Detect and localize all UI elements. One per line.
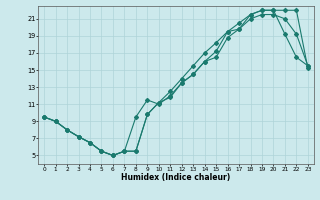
X-axis label: Humidex (Indice chaleur): Humidex (Indice chaleur) (121, 173, 231, 182)
